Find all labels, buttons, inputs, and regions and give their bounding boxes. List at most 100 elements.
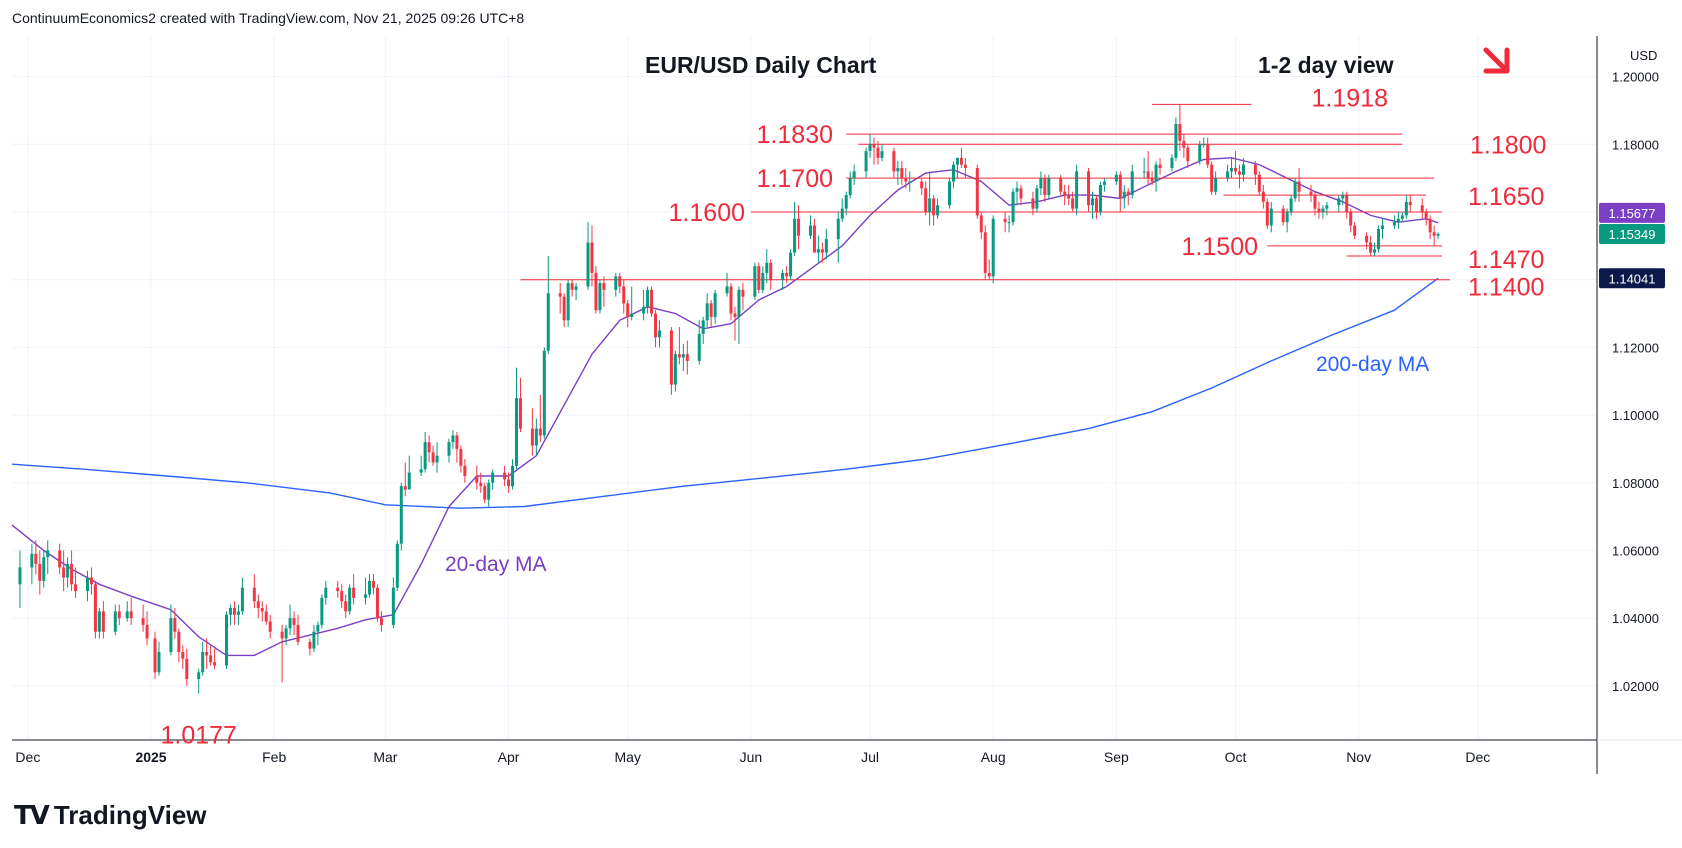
extreme-low-label: 1.0177 <box>160 722 236 750</box>
candle-body <box>658 330 662 338</box>
level-label: 1.1470 <box>1468 246 1544 274</box>
candle-body <box>483 486 487 500</box>
candle-body <box>1241 164 1245 175</box>
candle-body <box>1011 191 1015 223</box>
level-label: 1.1700 <box>757 165 833 193</box>
candle <box>459 445 463 473</box>
candle <box>451 430 455 449</box>
candle-body <box>654 313 658 338</box>
candle-body <box>1206 144 1210 165</box>
candle <box>1015 181 1019 206</box>
candle <box>991 215 995 284</box>
candle <box>765 249 769 284</box>
candle <box>701 316 705 344</box>
candle-body <box>769 262 773 280</box>
candle <box>435 442 439 473</box>
ma-200-line <box>11 277 1439 509</box>
candle-body <box>18 567 22 585</box>
candle-body <box>463 465 467 476</box>
candle-body <box>507 479 511 487</box>
candle-body <box>677 354 681 358</box>
candle <box>1281 205 1285 226</box>
candle-body <box>391 587 395 625</box>
candle-body <box>876 147 880 158</box>
candle-body <box>586 242 590 287</box>
candle <box>808 215 812 240</box>
candle-body <box>1114 174 1118 182</box>
candle <box>1174 117 1178 162</box>
candle-body <box>459 448 463 466</box>
candle <box>586 222 590 290</box>
candle-body <box>46 550 50 558</box>
candle-body <box>431 452 435 463</box>
candle-body <box>836 218 840 240</box>
x-tick-label: 2025 <box>135 749 166 765</box>
candle-body <box>288 618 292 629</box>
candle <box>618 272 622 294</box>
candle-body <box>1377 228 1381 250</box>
axis-frame <box>12 36 1682 774</box>
candle <box>46 540 50 575</box>
candle <box>1154 161 1158 192</box>
candle-body <box>1039 178 1043 189</box>
candle-body <box>1261 191 1265 202</box>
candle-body <box>232 608 236 615</box>
candle <box>268 614 272 639</box>
candle-body <box>423 442 427 470</box>
candle-body <box>987 272 991 277</box>
candle-body <box>781 272 785 280</box>
candle <box>38 550 42 595</box>
candle <box>1126 188 1130 206</box>
x-tick-label: Apr <box>498 749 520 765</box>
candle-body <box>1122 191 1126 199</box>
candle <box>1404 195 1408 219</box>
candle <box>1202 137 1206 148</box>
x-tick-label: Jun <box>740 749 763 765</box>
candle-body <box>479 482 483 487</box>
candle-body <box>101 611 105 632</box>
candle <box>1122 184 1126 209</box>
candle-body <box>1094 198 1098 212</box>
y-tick-label: 1.12000 <box>1612 340 1659 355</box>
candle-body <box>618 276 622 287</box>
candle-body <box>93 584 97 632</box>
candle-body <box>97 611 101 632</box>
candle-body <box>1091 198 1095 206</box>
candle-body <box>42 557 46 581</box>
candle-body <box>963 164 967 168</box>
candle <box>1142 157 1146 179</box>
candle-body <box>1102 181 1106 185</box>
candle <box>812 218 816 253</box>
candle-body <box>1365 235 1369 243</box>
candle <box>876 140 880 165</box>
candle <box>181 645 185 669</box>
candle <box>479 472 483 493</box>
candle-body <box>371 580 375 588</box>
candle <box>1321 205 1325 219</box>
candle-body <box>630 313 634 317</box>
candle <box>793 201 797 256</box>
candle-body <box>252 587 256 602</box>
candle-body <box>947 181 951 206</box>
candle <box>733 306 737 341</box>
candle <box>1285 208 1289 233</box>
candle <box>677 327 681 365</box>
candle-body <box>145 624 149 639</box>
candle-body <box>1214 178 1218 192</box>
candle-body <box>1031 198 1035 209</box>
candle <box>654 310 658 348</box>
candle <box>737 286 741 344</box>
price-badge-label: 1.15349 <box>1609 227 1656 242</box>
candle-body <box>296 624 300 642</box>
candle-body <box>713 293 717 317</box>
candle <box>1345 191 1349 219</box>
price-badge-bg <box>1599 202 1665 223</box>
candle-body <box>1325 205 1329 209</box>
candle-body <box>344 601 348 612</box>
x-tick-label: Aug <box>981 749 1006 765</box>
x-tick-label: Mar <box>373 749 397 765</box>
candle-body <box>1297 181 1301 192</box>
candle-body <box>1293 181 1297 199</box>
candle <box>1349 208 1353 233</box>
